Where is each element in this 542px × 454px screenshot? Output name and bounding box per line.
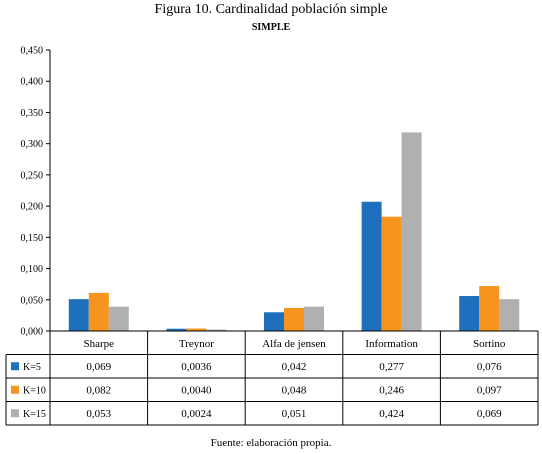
y-tick-label: 0,350 [21, 108, 44, 119]
bar [479, 286, 500, 331]
table-cell: 0,0040 [181, 384, 212, 396]
data-table: Sharpe Treynor Alfa de jensen Information So… [5, 330, 539, 426]
bar [459, 296, 480, 331]
table-cell: 0,277 [379, 361, 404, 373]
bars [68, 132, 520, 331]
legend-swatch [11, 385, 19, 394]
category-label: Sharpe [84, 338, 115, 350]
table-cell: 0,069 [86, 361, 111, 373]
table-cell: 0,076 [477, 361, 502, 373]
bar-chart: 0,000 0,050 0,100 0,150 0,200 0,250 0,300 0,350… [5, 46, 539, 426]
legend-label: K=10 [23, 385, 46, 396]
table-cell: 0,082 [86, 384, 111, 396]
legend-swatch [11, 362, 19, 371]
y-tick-label: 0,100 [21, 264, 44, 275]
table-cell: 0,069 [477, 408, 502, 420]
y-tick-label: 0,050 [21, 295, 44, 306]
table-cell: 0,0036 [181, 361, 212, 373]
table-cell: 0,048 [282, 384, 307, 396]
bar [206, 329, 227, 331]
y-tick-label: 0,450 [21, 46, 44, 57]
legend-swatch [11, 409, 19, 418]
bar [284, 307, 304, 331]
y-tick-label: 0,250 [21, 170, 44, 181]
chart-title: SIMPLE [251, 22, 291, 33]
table-cell: 0,0024 [181, 408, 212, 420]
bar [68, 299, 89, 331]
legend-label: K=5 [23, 362, 41, 373]
y-tick-label: 0,300 [21, 139, 44, 150]
figure-title: Figura 10. Cardinalidad población simple [154, 2, 388, 17]
table-cell: 0,042 [282, 361, 307, 373]
legend-label: K=15 [23, 409, 46, 420]
bar [361, 201, 382, 331]
bar [264, 312, 284, 331]
category-label: Alfa de jensen [262, 338, 326, 350]
bar [166, 328, 187, 331]
bar [108, 306, 129, 331]
table-cell: 0,424 [379, 408, 404, 420]
y-tick-label: 0,200 [21, 202, 44, 213]
y-tick-label: 0,000 [21, 327, 44, 338]
table-cell: 0,246 [379, 384, 404, 396]
table-cell: 0,097 [477, 384, 502, 396]
table-cell: 0,053 [86, 408, 111, 420]
y-tick-label: 0,150 [21, 233, 44, 244]
category-label: Information [365, 338, 418, 350]
table-cell: 0,051 [282, 408, 307, 420]
bar [381, 216, 402, 331]
bar [88, 292, 109, 331]
source-note: Fuente: elaboración propia. [210, 437, 332, 449]
y-tick-label: 0,400 [21, 77, 44, 88]
category-label: Treynor [179, 338, 214, 350]
y-axis: 0,000 0,050 0,100 0,150 0,200 0,250 0,300 0,350… [21, 46, 51, 338]
bar [186, 328, 207, 331]
bar [401, 132, 422, 331]
bar [304, 306, 324, 331]
bar [499, 299, 520, 331]
category-label: Sortino [473, 338, 506, 350]
